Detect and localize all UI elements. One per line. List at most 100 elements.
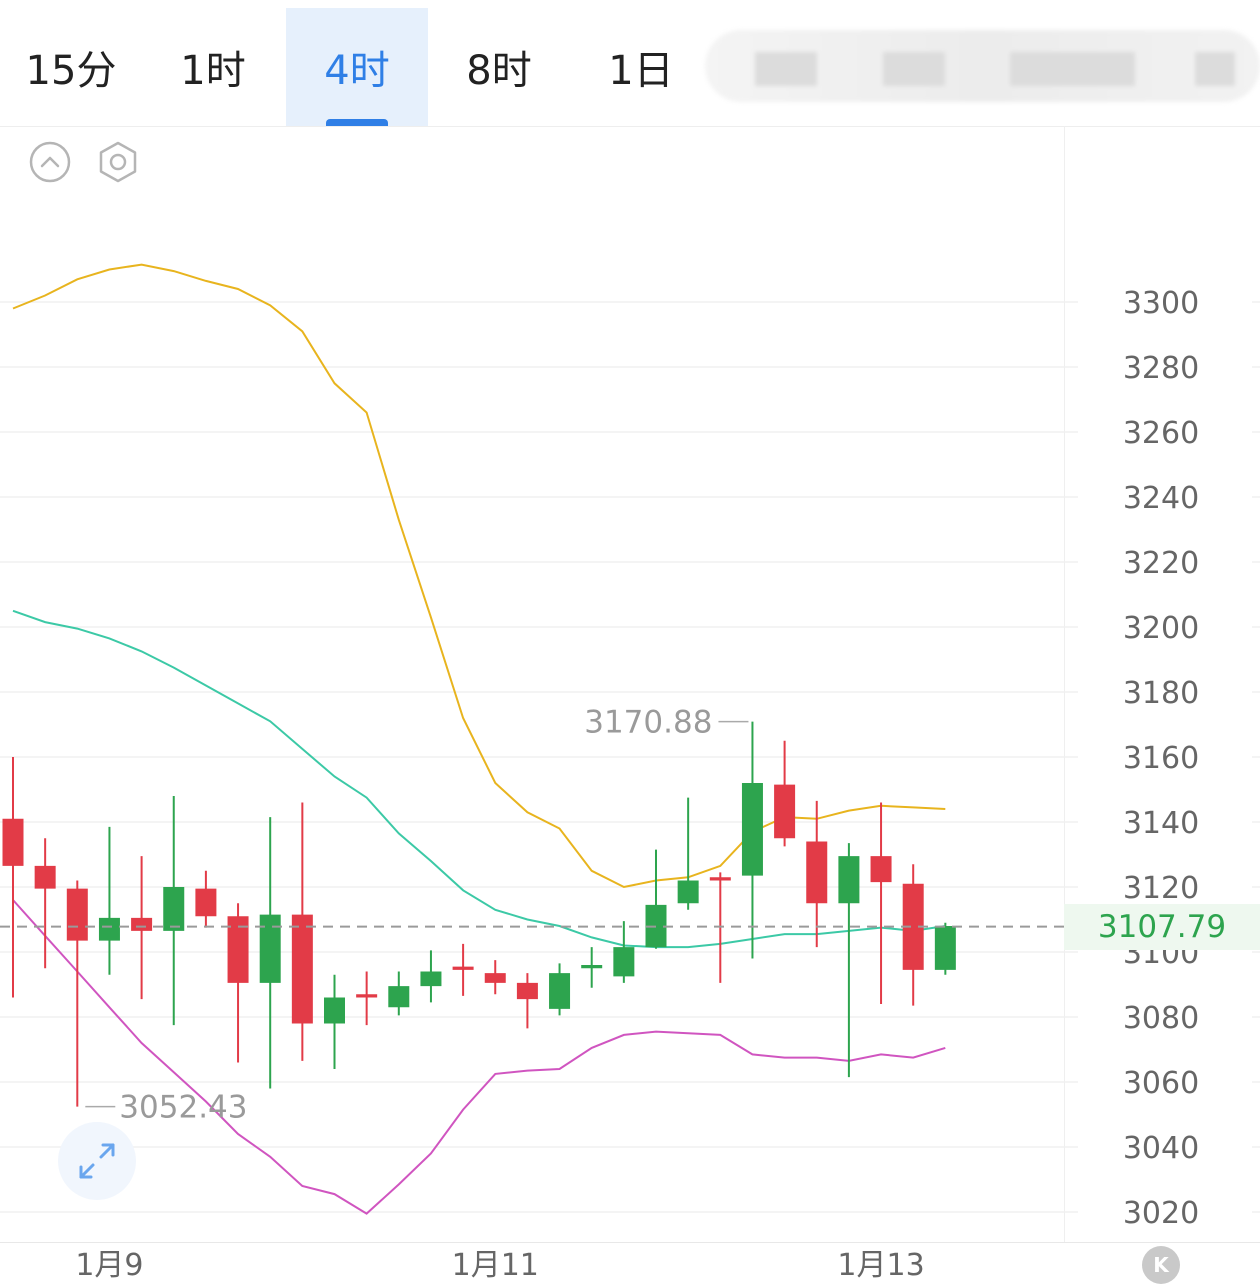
candle (259, 817, 281, 1089)
tab-label: 15分 (25, 48, 117, 94)
lower-band-line (12, 899, 946, 1215)
y-tick-label: 3180 (1123, 676, 1199, 711)
tab-label: 8时 (466, 48, 532, 94)
candle-body (870, 856, 892, 883)
candle-body (420, 971, 442, 987)
y-tick-label: 3260 (1123, 416, 1199, 451)
candle-body (581, 965, 603, 969)
candle (2, 757, 24, 998)
hexagon-settings-icon[interactable] (96, 140, 140, 184)
low-price-label: 3052.43 (119, 1090, 247, 1126)
candle-body (356, 994, 378, 998)
y-tick-label: 3240 (1123, 481, 1199, 516)
candle (324, 974, 345, 1069)
candle (66, 880, 88, 1107)
blurred-tabs-area (705, 30, 1260, 102)
candle (741, 721, 763, 959)
tab-1d[interactable]: 1日 (570, 8, 712, 126)
candle-body (902, 883, 924, 970)
tab-4h[interactable]: 4时 (286, 8, 428, 126)
candle (420, 950, 442, 1003)
candle (806, 800, 828, 948)
candle-body (291, 914, 313, 1024)
candle-body (613, 947, 635, 977)
candle-body (806, 841, 828, 904)
candle-body (549, 973, 571, 1009)
candle (452, 943, 474, 996)
high-price-label: 3170.88 (584, 705, 712, 741)
x-tick-label: 1月13 (837, 1248, 924, 1280)
x-axis-line (0, 1242, 1260, 1243)
candle-body (34, 865, 56, 889)
candle (388, 971, 410, 1016)
chevron-up-circle-icon[interactable] (28, 140, 72, 184)
candle (516, 973, 538, 1029)
candles (2, 721, 956, 1107)
candle (870, 802, 892, 1004)
y-tick-label: 3140 (1123, 806, 1199, 841)
tab-label: 1时 (180, 48, 246, 94)
y-tick-label: 3080 (1123, 1001, 1199, 1036)
candle (163, 796, 185, 1026)
tab-label: 1日 (608, 48, 674, 94)
k-label: K (1153, 1253, 1169, 1277)
last-price-badge: 3107.79 (1064, 904, 1260, 950)
candle (356, 971, 378, 1026)
candle-body (516, 982, 538, 1000)
tab-label: 4时 (324, 48, 390, 94)
candle-body (195, 888, 217, 917)
candle-body (934, 926, 956, 970)
candle (774, 740, 796, 847)
candle-body (324, 997, 345, 1024)
candle (195, 870, 217, 928)
candle-body (2, 818, 24, 866)
x-tick-label: 1月11 (452, 1248, 539, 1280)
candle (613, 921, 635, 983)
candle-body (677, 880, 699, 904)
candle (98, 826, 120, 975)
active-tab-indicator (326, 119, 388, 126)
upper-band-line (12, 263, 946, 889)
high-low-markers: 3170.88 3052.43 (85, 705, 749, 1126)
expand-arrows-icon[interactable] (58, 1122, 136, 1200)
y-tick-label: 3220 (1123, 546, 1199, 581)
candle-body (98, 917, 120, 941)
candle-body (838, 856, 860, 904)
candle (549, 963, 571, 1016)
y-tick-label: 3020 (1123, 1196, 1199, 1231)
candle (934, 922, 956, 975)
y-tick-label: 3280 (1123, 351, 1199, 386)
candle (902, 864, 924, 1006)
candle (291, 802, 313, 1061)
candle-body (131, 917, 153, 931)
candle-body (259, 914, 281, 983)
y-tick-label: 3120 (1123, 871, 1199, 906)
candle (838, 843, 860, 1078)
candle-body (484, 973, 506, 983)
k-icon[interactable]: K (1142, 1246, 1180, 1284)
candle-body (388, 986, 410, 1008)
tab-8h[interactable]: 8时 (428, 8, 570, 126)
y-tick-label: 3160 (1123, 741, 1199, 776)
y-axis-labels: 3300 3280 3260 3240 3220 3200 3180 3160 3140 3120… (1123, 286, 1199, 1231)
y-tick-label: 3300 (1123, 286, 1199, 321)
candle-body (227, 916, 249, 983)
candle-body (163, 887, 185, 931)
candle-body (774, 784, 796, 839)
candle (645, 849, 667, 949)
candle (677, 797, 699, 910)
candle-body (709, 877, 731, 881)
y-tick-label: 3040 (1123, 1131, 1199, 1166)
x-tick-label: 1月9 (75, 1248, 143, 1280)
candle (484, 960, 506, 995)
middle-band-line (12, 609, 946, 949)
bollinger-bands (12, 263, 946, 1215)
candle-body (66, 888, 88, 941)
tab-1h[interactable]: 1时 (142, 8, 284, 126)
y-tick-label: 3060 (1123, 1066, 1199, 1101)
y-tick-label: 3200 (1123, 611, 1199, 646)
candle-body (452, 966, 474, 970)
tab-15min[interactable]: 15分 (0, 8, 142, 126)
grid-lines (0, 301, 1260, 1213)
